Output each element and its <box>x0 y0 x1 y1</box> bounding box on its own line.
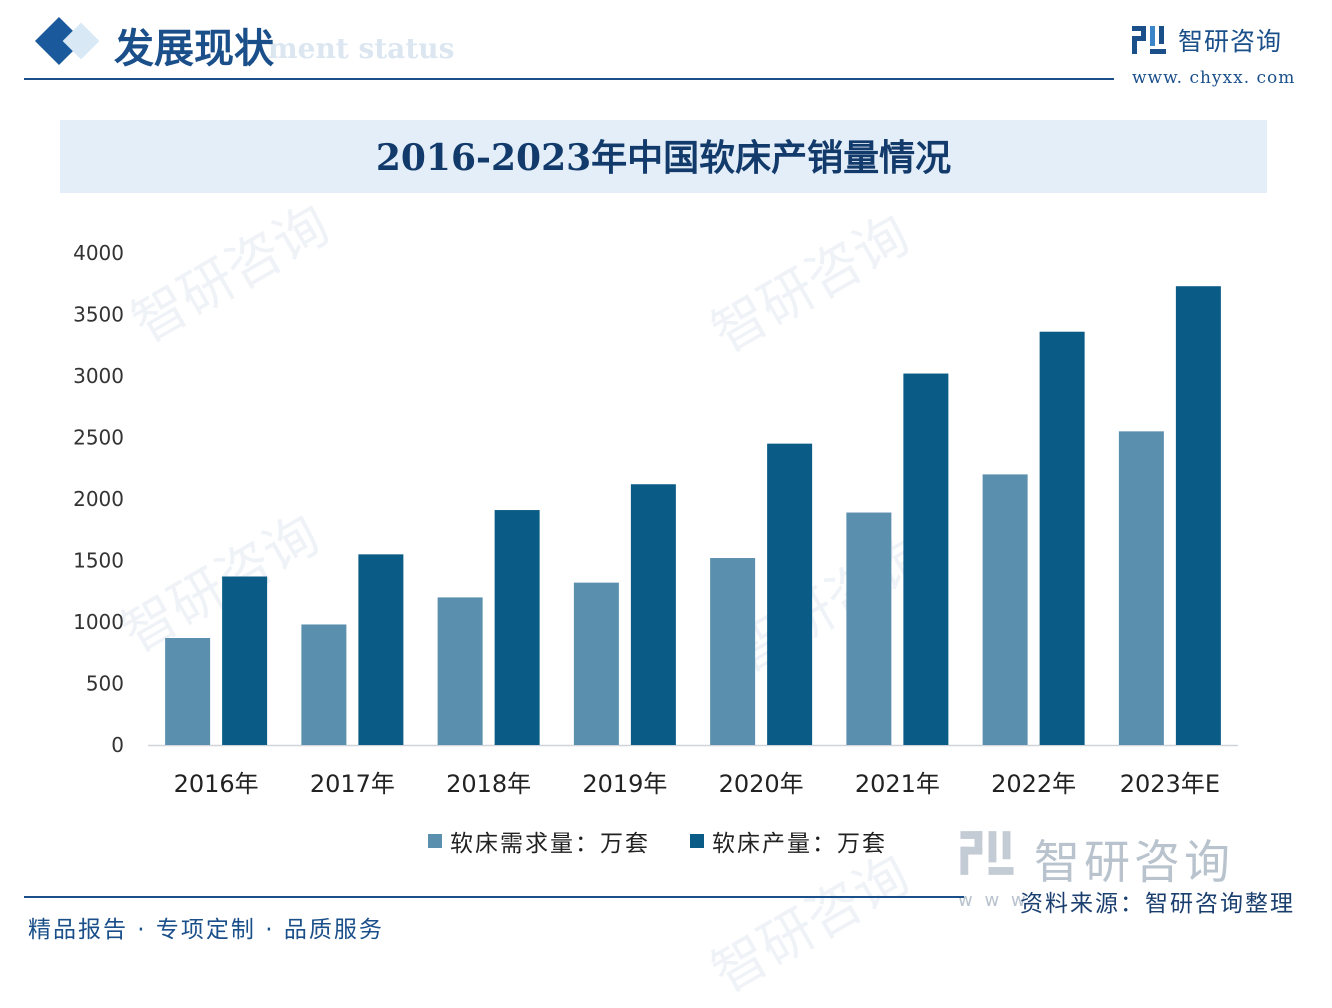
y-tick-label: 2500 <box>73 426 124 450</box>
source-logo-mark-icon <box>960 831 1014 875</box>
source-text: 资料来源：智研咨询整理 <box>1020 891 1295 917</box>
x-tick-label: 2018年 <box>446 770 531 798</box>
bar-demand <box>1118 431 1164 745</box>
x-tick-label: 2016年 <box>174 770 259 798</box>
section-subtitle: ment status <box>268 32 455 65</box>
x-tick-label: 2019年 <box>582 770 667 798</box>
chart-title-band: 2016-2023年中国软床产销量情况 <box>60 120 1267 193</box>
y-tick-label: 2000 <box>73 487 124 511</box>
bar-output <box>903 373 949 745</box>
legend-item-demand: 软床需求量：万套 <box>428 824 650 858</box>
legend-label-output: 软床产量：万套 <box>712 831 887 857</box>
x-tick-label: 2022年 <box>991 770 1076 798</box>
bar-output <box>358 554 404 745</box>
bar-output <box>1039 331 1085 745</box>
legend-item-output: 软床产量：万套 <box>690 824 887 858</box>
legend-label-demand: 软床需求量：万套 <box>450 831 650 857</box>
bar-output <box>767 443 813 745</box>
bar-output <box>1175 286 1221 745</box>
legend-swatch-output <box>690 834 704 848</box>
brand-mark-icon <box>1132 26 1166 54</box>
bar-demand <box>301 624 347 745</box>
brand-logo: 智研咨询 www. chyxx. com <box>1132 20 1302 90</box>
footer-slogan: 精品报告 · 专项定制 · 品质服务 <box>28 917 384 943</box>
y-tick-label: 1500 <box>73 549 124 573</box>
y-tick-label: 0 <box>111 733 124 757</box>
header: ment status 发展现状 智研咨询 www. chyxx. com <box>0 0 1332 90</box>
bar-demand <box>437 597 483 745</box>
brand-url: www. chyxx. com <box>1132 68 1296 88</box>
x-tick-label: 2017年 <box>310 770 395 798</box>
brand-name: 智研咨询 <box>1178 27 1283 56</box>
chart-legend: 软床需求量：万套 软床产量：万套 <box>428 824 927 858</box>
y-tick-label: 3000 <box>73 364 124 388</box>
chart-title: 2016-2023年中国软床产销量情况 <box>375 137 952 179</box>
x-tick-label: 2023年E <box>1120 770 1220 798</box>
bar-demand <box>710 558 756 745</box>
bar-chart: 0 500 1000 1500 2000 2500 3000 3500 4000 2016年 201… <box>73 241 1238 798</box>
footer-divider <box>24 896 964 898</box>
section-title: 发展现状 <box>114 25 274 72</box>
source-logo-text: 智研咨询 <box>1034 835 1234 889</box>
x-tick-label: 2021年 <box>855 770 940 798</box>
bar-demand <box>165 637 211 745</box>
legend-swatch-demand <box>428 834 442 848</box>
bar-output <box>494 510 540 745</box>
bar-demand <box>982 474 1028 745</box>
header-divider <box>24 78 1114 80</box>
y-tick-label: 500 <box>86 672 124 696</box>
bar-output <box>630 484 676 745</box>
bar-output <box>222 576 268 745</box>
source-www: w w w <box>958 890 1029 911</box>
x-tick-label: 2020年 <box>719 770 804 798</box>
y-tick-label: 3500 <box>73 303 124 327</box>
bar-demand <box>573 582 619 745</box>
source-logo: 智研咨询 <box>960 826 1300 889</box>
y-tick-label: 4000 <box>73 241 124 265</box>
bar-demand <box>846 512 892 745</box>
y-tick-label: 1000 <box>73 610 124 634</box>
